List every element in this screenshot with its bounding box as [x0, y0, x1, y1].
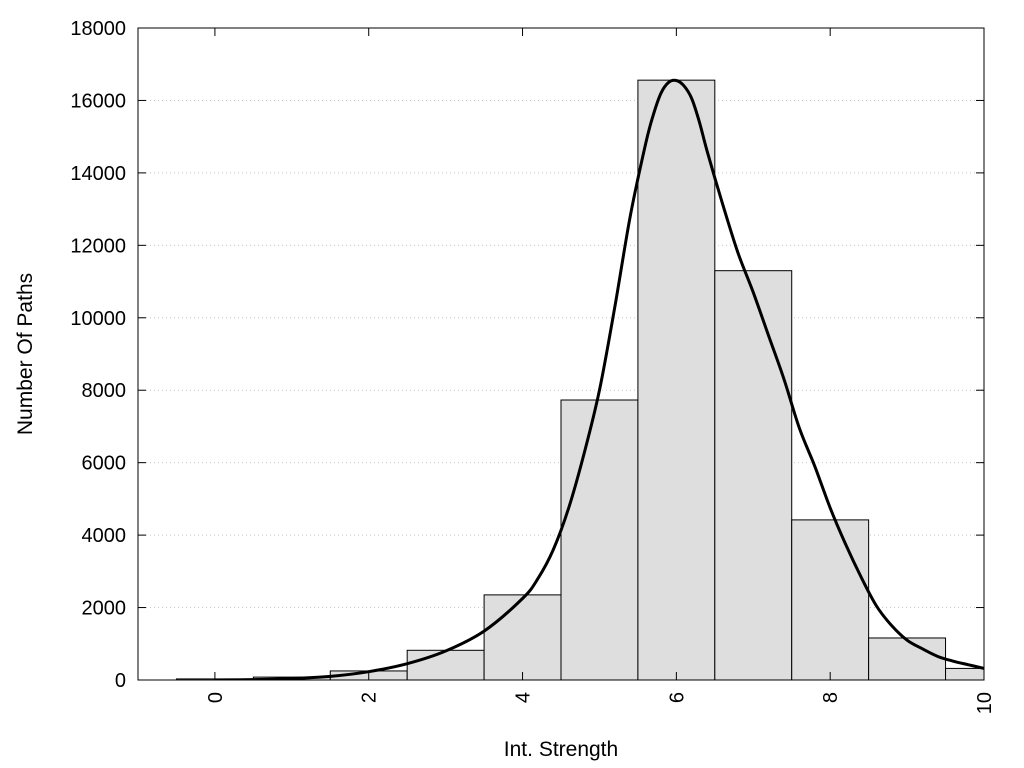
y-tick-labels: 0 2000 4000 6000 8000 10000 12000 14000 16000 180…: [70, 18, 126, 692]
histogram-bar: [945, 667, 984, 680]
x-tick-labels: 0 2 4 6 8 10: [205, 692, 996, 714]
histogram-bar: [868, 637, 947, 680]
histogram-bar: [406, 649, 485, 680]
axis-ticks: [138, 27, 985, 681]
histogram-bar: [483, 594, 562, 680]
x-tick-label: 10: [974, 692, 996, 714]
density-curve-layer: [214, 78, 984, 680]
x-tick-label: 0: [205, 692, 227, 703]
x-tick-label: 2: [359, 692, 381, 703]
y-tick-label: 10000: [70, 308, 126, 330]
density-curve: [214, 78, 984, 680]
y-tick-label: 4000: [82, 525, 127, 547]
x-axis-title: Int. Strength: [504, 738, 618, 761]
y-tick-label: 6000: [82, 453, 127, 475]
histogram-bar: [637, 79, 716, 680]
histogram-bar: [791, 519, 870, 680]
y-tick-label: 18000: [70, 18, 126, 40]
plot-frame: [137, 27, 985, 681]
y-tick-label: 16000: [70, 90, 126, 112]
histogram-bar: [714, 270, 793, 680]
y-tick-label: 12000: [70, 235, 126, 257]
y-tick-label: 0: [115, 670, 126, 692]
histogram-bars: [175, 79, 984, 680]
x-tick-label: 6: [666, 692, 688, 703]
histogram-bar: [560, 399, 639, 680]
x-tick-label: 8: [820, 692, 842, 703]
y-tick-label: 2000: [82, 598, 127, 620]
y-tick-label: 8000: [82, 380, 127, 402]
y-tick-label: 14000: [70, 163, 126, 185]
y-axis-title: Number Of Paths: [14, 273, 37, 435]
x-tick-label: 4: [513, 692, 535, 703]
